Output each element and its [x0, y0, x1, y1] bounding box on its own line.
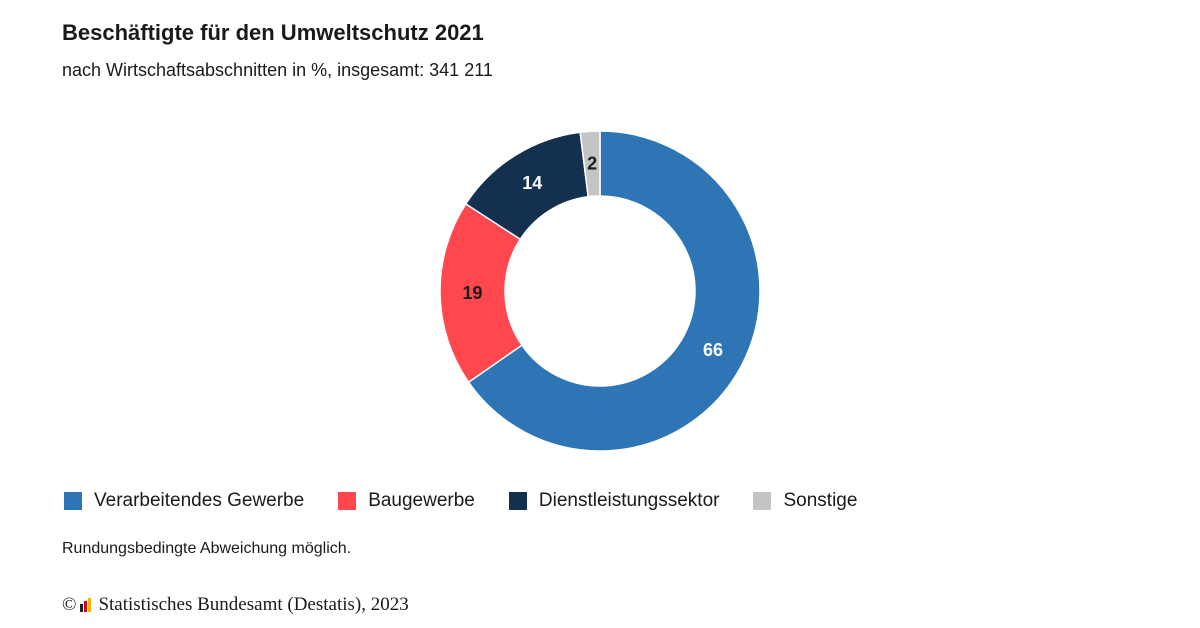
source-footer: © Statistisches Bundesamt (Destatis), 20…	[62, 594, 409, 616]
legend-item-sonstige[interactable]: Sonstige	[753, 490, 857, 512]
legend-label: Dienstleistungssektor	[538, 490, 720, 511]
data-label-baugewerbe: 19	[462, 283, 482, 303]
legend-label: Sonstige	[783, 490, 858, 511]
legend-label: Verarbeitendes Gewerbe	[94, 490, 305, 511]
data-label-dienstleistungssektor: 14	[522, 173, 542, 193]
legend-item-baugewerbe[interactable]: Baugewerbe	[338, 490, 475, 512]
donut-slice-verarbeitendes-gewerbe[interactable]	[467, 130, 761, 452]
donut-slice-sonstige[interactable]	[579, 130, 601, 198]
copyright-symbol: ©	[62, 594, 77, 615]
rounding-note: Rundungsbedingte Abweichung möglich.	[62, 540, 352, 557]
legend-swatch	[508, 492, 527, 510]
chart-title: Beschäftigte für den Umweltschutz 2021	[62, 20, 484, 45]
chart-legend: Verarbeitendes Gewerbe Baugewerbe Dienst…	[64, 490, 891, 512]
legend-item-dienstleistungssektor[interactable]: Dienstleistungssektor	[508, 490, 720, 512]
destatis-logo-icon	[80, 598, 92, 612]
source-text: Statistisches Bundesamt (Destatis), 2023	[98, 594, 409, 615]
data-label-verarbeitendes-gewerbe: 66	[703, 340, 723, 360]
legend-swatch	[338, 492, 357, 510]
data-label-sonstige: 2	[587, 154, 597, 174]
chart-subtitle: nach Wirtschaftsabschnitten in %, insges…	[62, 60, 493, 80]
legend-swatch	[64, 492, 82, 510]
legend-swatch	[753, 492, 772, 510]
legend-item-verarbeitendes-gewerbe[interactable]: Verarbeitendes Gewerbe	[64, 490, 304, 512]
legend-label: Baugewerbe	[368, 490, 475, 511]
